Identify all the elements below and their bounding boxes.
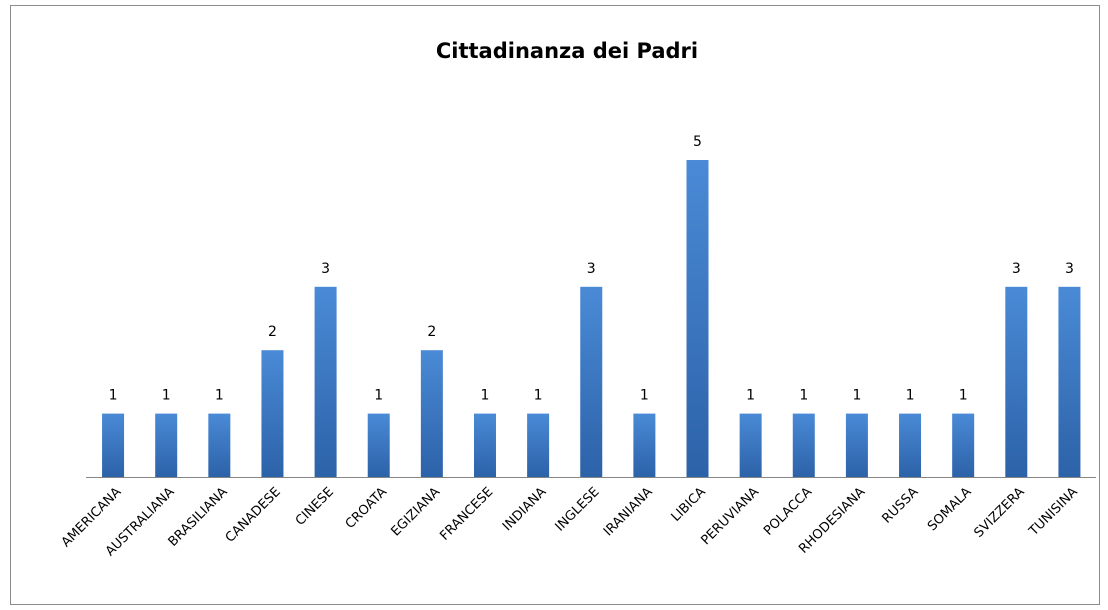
data-label: 5 bbox=[693, 134, 702, 150]
data-label: 3 bbox=[587, 261, 596, 277]
bar bbox=[1005, 286, 1028, 477]
bar bbox=[739, 413, 762, 477]
bar bbox=[367, 413, 390, 477]
bar bbox=[1058, 286, 1081, 477]
bar bbox=[845, 413, 868, 477]
bar bbox=[899, 413, 922, 477]
data-label: 1 bbox=[906, 388, 915, 404]
data-label: 1 bbox=[799, 388, 808, 404]
data-label: 1 bbox=[640, 388, 649, 404]
bar bbox=[952, 413, 975, 477]
bar bbox=[261, 350, 284, 477]
data-label: 3 bbox=[321, 261, 330, 277]
bar bbox=[473, 413, 496, 477]
bar bbox=[420, 350, 443, 477]
data-label: 1 bbox=[852, 388, 861, 404]
bar bbox=[314, 286, 337, 477]
chart-border bbox=[10, 5, 1100, 605]
chart-title: Cittadinanza dei Padri bbox=[436, 39, 698, 63]
bar bbox=[527, 413, 550, 477]
data-label: 1 bbox=[481, 388, 490, 404]
data-label: 2 bbox=[268, 324, 277, 340]
bar bbox=[792, 413, 815, 477]
bar bbox=[580, 286, 603, 477]
bar bbox=[208, 413, 231, 477]
data-label: 1 bbox=[534, 388, 543, 404]
bar bbox=[155, 413, 178, 477]
data-label: 1 bbox=[215, 388, 224, 404]
data-label: 1 bbox=[162, 388, 171, 404]
data-label: 1 bbox=[109, 388, 118, 404]
bar bbox=[102, 413, 125, 477]
data-label: 2 bbox=[427, 324, 436, 340]
bar bbox=[633, 413, 656, 477]
data-label: 1 bbox=[959, 388, 968, 404]
data-label: 1 bbox=[746, 388, 755, 404]
data-label: 1 bbox=[374, 388, 383, 404]
data-label: 3 bbox=[1012, 261, 1021, 277]
data-label: 3 bbox=[1065, 261, 1074, 277]
bar bbox=[686, 160, 709, 477]
